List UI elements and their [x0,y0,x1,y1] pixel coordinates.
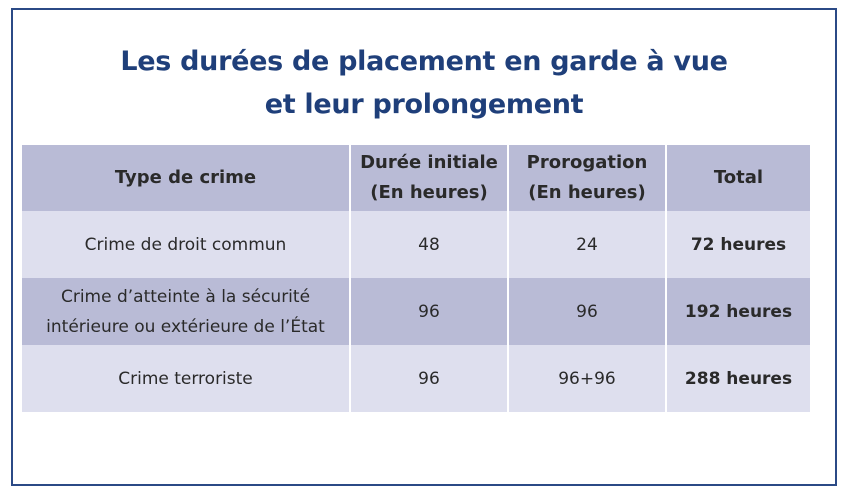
cell-prorogation: 96 [508,278,667,345]
header-prorogation-unit: (En heures) [528,182,646,203]
crime-type-text: Crime terroriste [118,368,253,389]
table-header-row: Type de crime Durée initiale (En heures)… [22,145,810,211]
cell-prorogation: 24 [508,211,667,278]
header-prorogation: Prorogation (En heures) [508,145,667,211]
header-total-label: Total [713,167,764,188]
header-prorogation-label: Prorogation [526,152,648,173]
cell-crime-type: Crime d’atteinte à la sécurité intérieur… [22,278,351,345]
cell-total: 288 heures [666,345,810,412]
header-initial-duration-label: Durée initiale [360,152,498,173]
header-crime-type: Type de crime [22,145,351,211]
cell-initial: 96 [350,278,509,345]
header-initial-duration-unit: (En heures) [370,182,488,203]
cell-crime-type: Crime terroriste [22,345,351,412]
cell-crime-type: Crime de droit commun [22,211,351,278]
header-total: Total [666,145,810,211]
table-row: Crime d’atteinte à la sécurité intérieur… [22,278,810,345]
title-line-2: et leur prolongement [264,89,584,120]
cell-total: 192 heures [666,278,810,345]
crime-type-text: Crime d’atteinte à la sécurité [60,286,311,307]
cell-initial: 48 [350,211,509,278]
header-initial-duration: Durée initiale (En heures) [350,145,509,211]
title-line-1: Les durées de placement en garde à vue [120,46,728,77]
crime-type-text: Crime de droit commun [84,234,287,255]
header-crime-type-label: Type de crime [114,167,257,188]
table-row: Crime terroriste 96 96+96 288 heures [22,345,810,412]
cell-initial: 96 [350,345,509,412]
duration-table: Type de crime Durée initiale (En heures)… [22,145,810,412]
cell-prorogation: 96+96 [508,345,667,412]
page-title: Les durées de placement en garde à vue e… [13,40,835,126]
crime-type-text-continued: intérieure ou extérieure de l’État [46,316,325,337]
cell-total: 72 heures [666,211,810,278]
table-row: Crime de droit commun 48 24 72 heures [22,211,810,278]
